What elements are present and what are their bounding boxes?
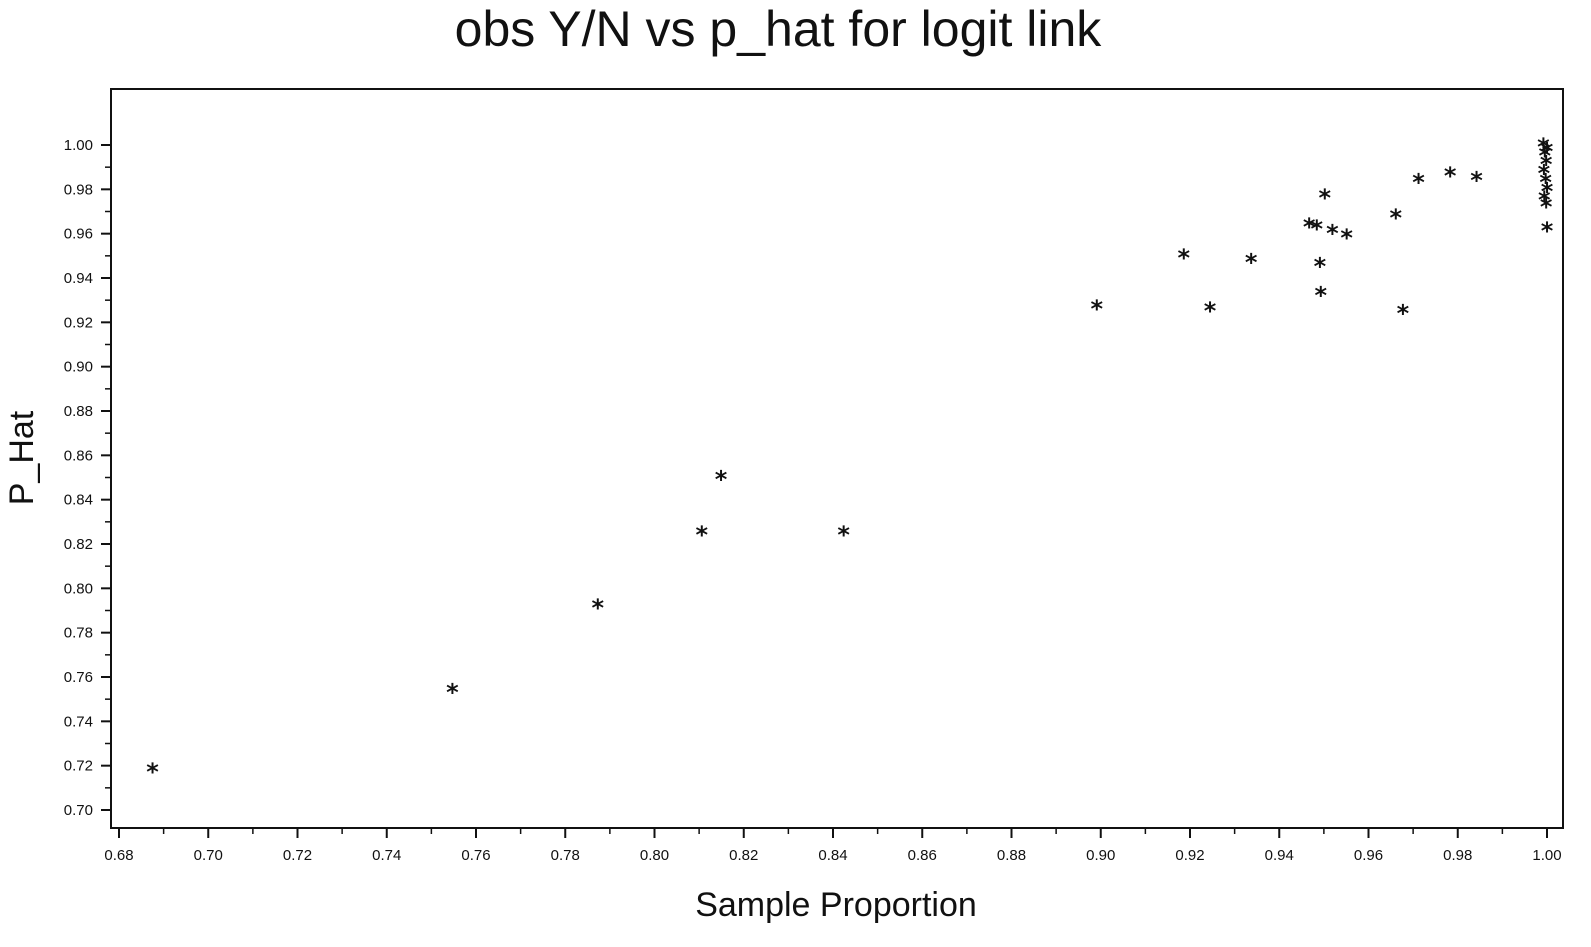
x-tick-label: 0.90 (1086, 847, 1115, 864)
data-point: * (696, 521, 709, 549)
data-point: * (1444, 162, 1457, 190)
x-axis-label: Sample Proportion (695, 886, 977, 924)
data-point: * (1314, 253, 1327, 281)
data-point: * (1389, 204, 1402, 232)
y-tick-label: 0.76 (64, 669, 93, 686)
y-tick-label: 0.72 (64, 758, 93, 775)
x-axis-ticks (118, 828, 1548, 838)
y-tick-label: 0.88 (64, 403, 93, 420)
data-point: * (1314, 282, 1327, 310)
x-tick-label: 0.74 (372, 847, 401, 864)
x-tick-label: 1.00 (1532, 847, 1561, 864)
y-axis-label: P_Hat (3, 410, 41, 505)
data-point: * (1537, 133, 1550, 161)
x-tick-label: 0.92 (1175, 847, 1204, 864)
data-point: * (1318, 184, 1331, 212)
data-point: * (1541, 137, 1554, 165)
data-point: * (1541, 177, 1554, 205)
data-point: * (1540, 151, 1553, 179)
x-tick-label: 0.70 (194, 847, 223, 864)
x-tick-label: 0.68 (104, 847, 133, 864)
y-tick-label: 0.86 (64, 447, 93, 464)
data-point: * (1340, 224, 1353, 252)
y-tick-label: 0.74 (64, 713, 93, 730)
data-point: * (1538, 160, 1551, 188)
data-point: * (1204, 297, 1217, 325)
data-point: * (1090, 295, 1103, 323)
x-tick-label: 0.98 (1443, 847, 1472, 864)
y-tick-label: 0.98 (64, 181, 93, 198)
y-tick-label: 0.96 (64, 226, 93, 243)
plot-frame (110, 88, 1564, 829)
x-tick-label: 0.80 (640, 847, 669, 864)
data-point: * (1412, 168, 1425, 196)
y-tick-label: 0.92 (64, 314, 93, 331)
data-point: * (1538, 142, 1551, 170)
y-tick-label: 0.78 (64, 625, 93, 642)
y-tick-label: 1.00 (64, 137, 93, 154)
x-tick-label: 0.76 (461, 847, 490, 864)
data-point: * (1541, 217, 1554, 245)
data-point: * (1177, 244, 1190, 272)
y-axis-ticks (101, 144, 111, 811)
data-point: * (715, 466, 728, 494)
y-axis-tick-labels: 0.70 0.72 0.74 0.76 0.78 0.80 0.82 0.84 0.86 0.88… (64, 137, 93, 819)
x-tick-label: 0.94 (1265, 847, 1294, 864)
data-point: * (592, 594, 605, 622)
data-point: * (1540, 193, 1553, 221)
y-tick-label: 0.80 (64, 580, 93, 597)
y-tick-label: 0.82 (64, 536, 93, 553)
data-points: **************** **** * *********** (146, 133, 1554, 786)
data-point: * (446, 678, 459, 706)
data-point: * (1245, 248, 1258, 276)
y-tick-label: 0.84 (64, 492, 93, 509)
x-axis-tick-labels: 0.68 0.70 0.72 0.74 0.76 0.78 0.80 0.82 0.84 0.86… (104, 847, 1561, 864)
x-tick-label: 0.84 (818, 847, 847, 864)
x-tick-label: 0.86 (908, 847, 937, 864)
y-tick-label: 0.90 (64, 359, 93, 376)
data-point: * (1303, 213, 1316, 241)
data-point: * (1326, 219, 1339, 247)
y-tick-label: 0.70 (64, 802, 93, 819)
data-point: * (1397, 299, 1410, 327)
data-point: * (1310, 215, 1323, 243)
x-tick-label: 0.72 (283, 847, 312, 864)
data-point: * (1538, 186, 1551, 214)
chart-title: obs Y/N vs p_hat for logit link (455, 1, 1103, 57)
x-tick-label: 0.88 (997, 847, 1026, 864)
x-tick-label: 0.96 (1354, 847, 1383, 864)
x-tick-label: 0.78 (551, 847, 580, 864)
data-point: * (1470, 166, 1483, 194)
data-point: * (837, 521, 850, 549)
y-tick-label: 0.94 (64, 270, 93, 287)
data-point: * (146, 758, 159, 786)
x-tick-label: 0.82 (729, 847, 758, 864)
data-point: * (1539, 168, 1552, 196)
